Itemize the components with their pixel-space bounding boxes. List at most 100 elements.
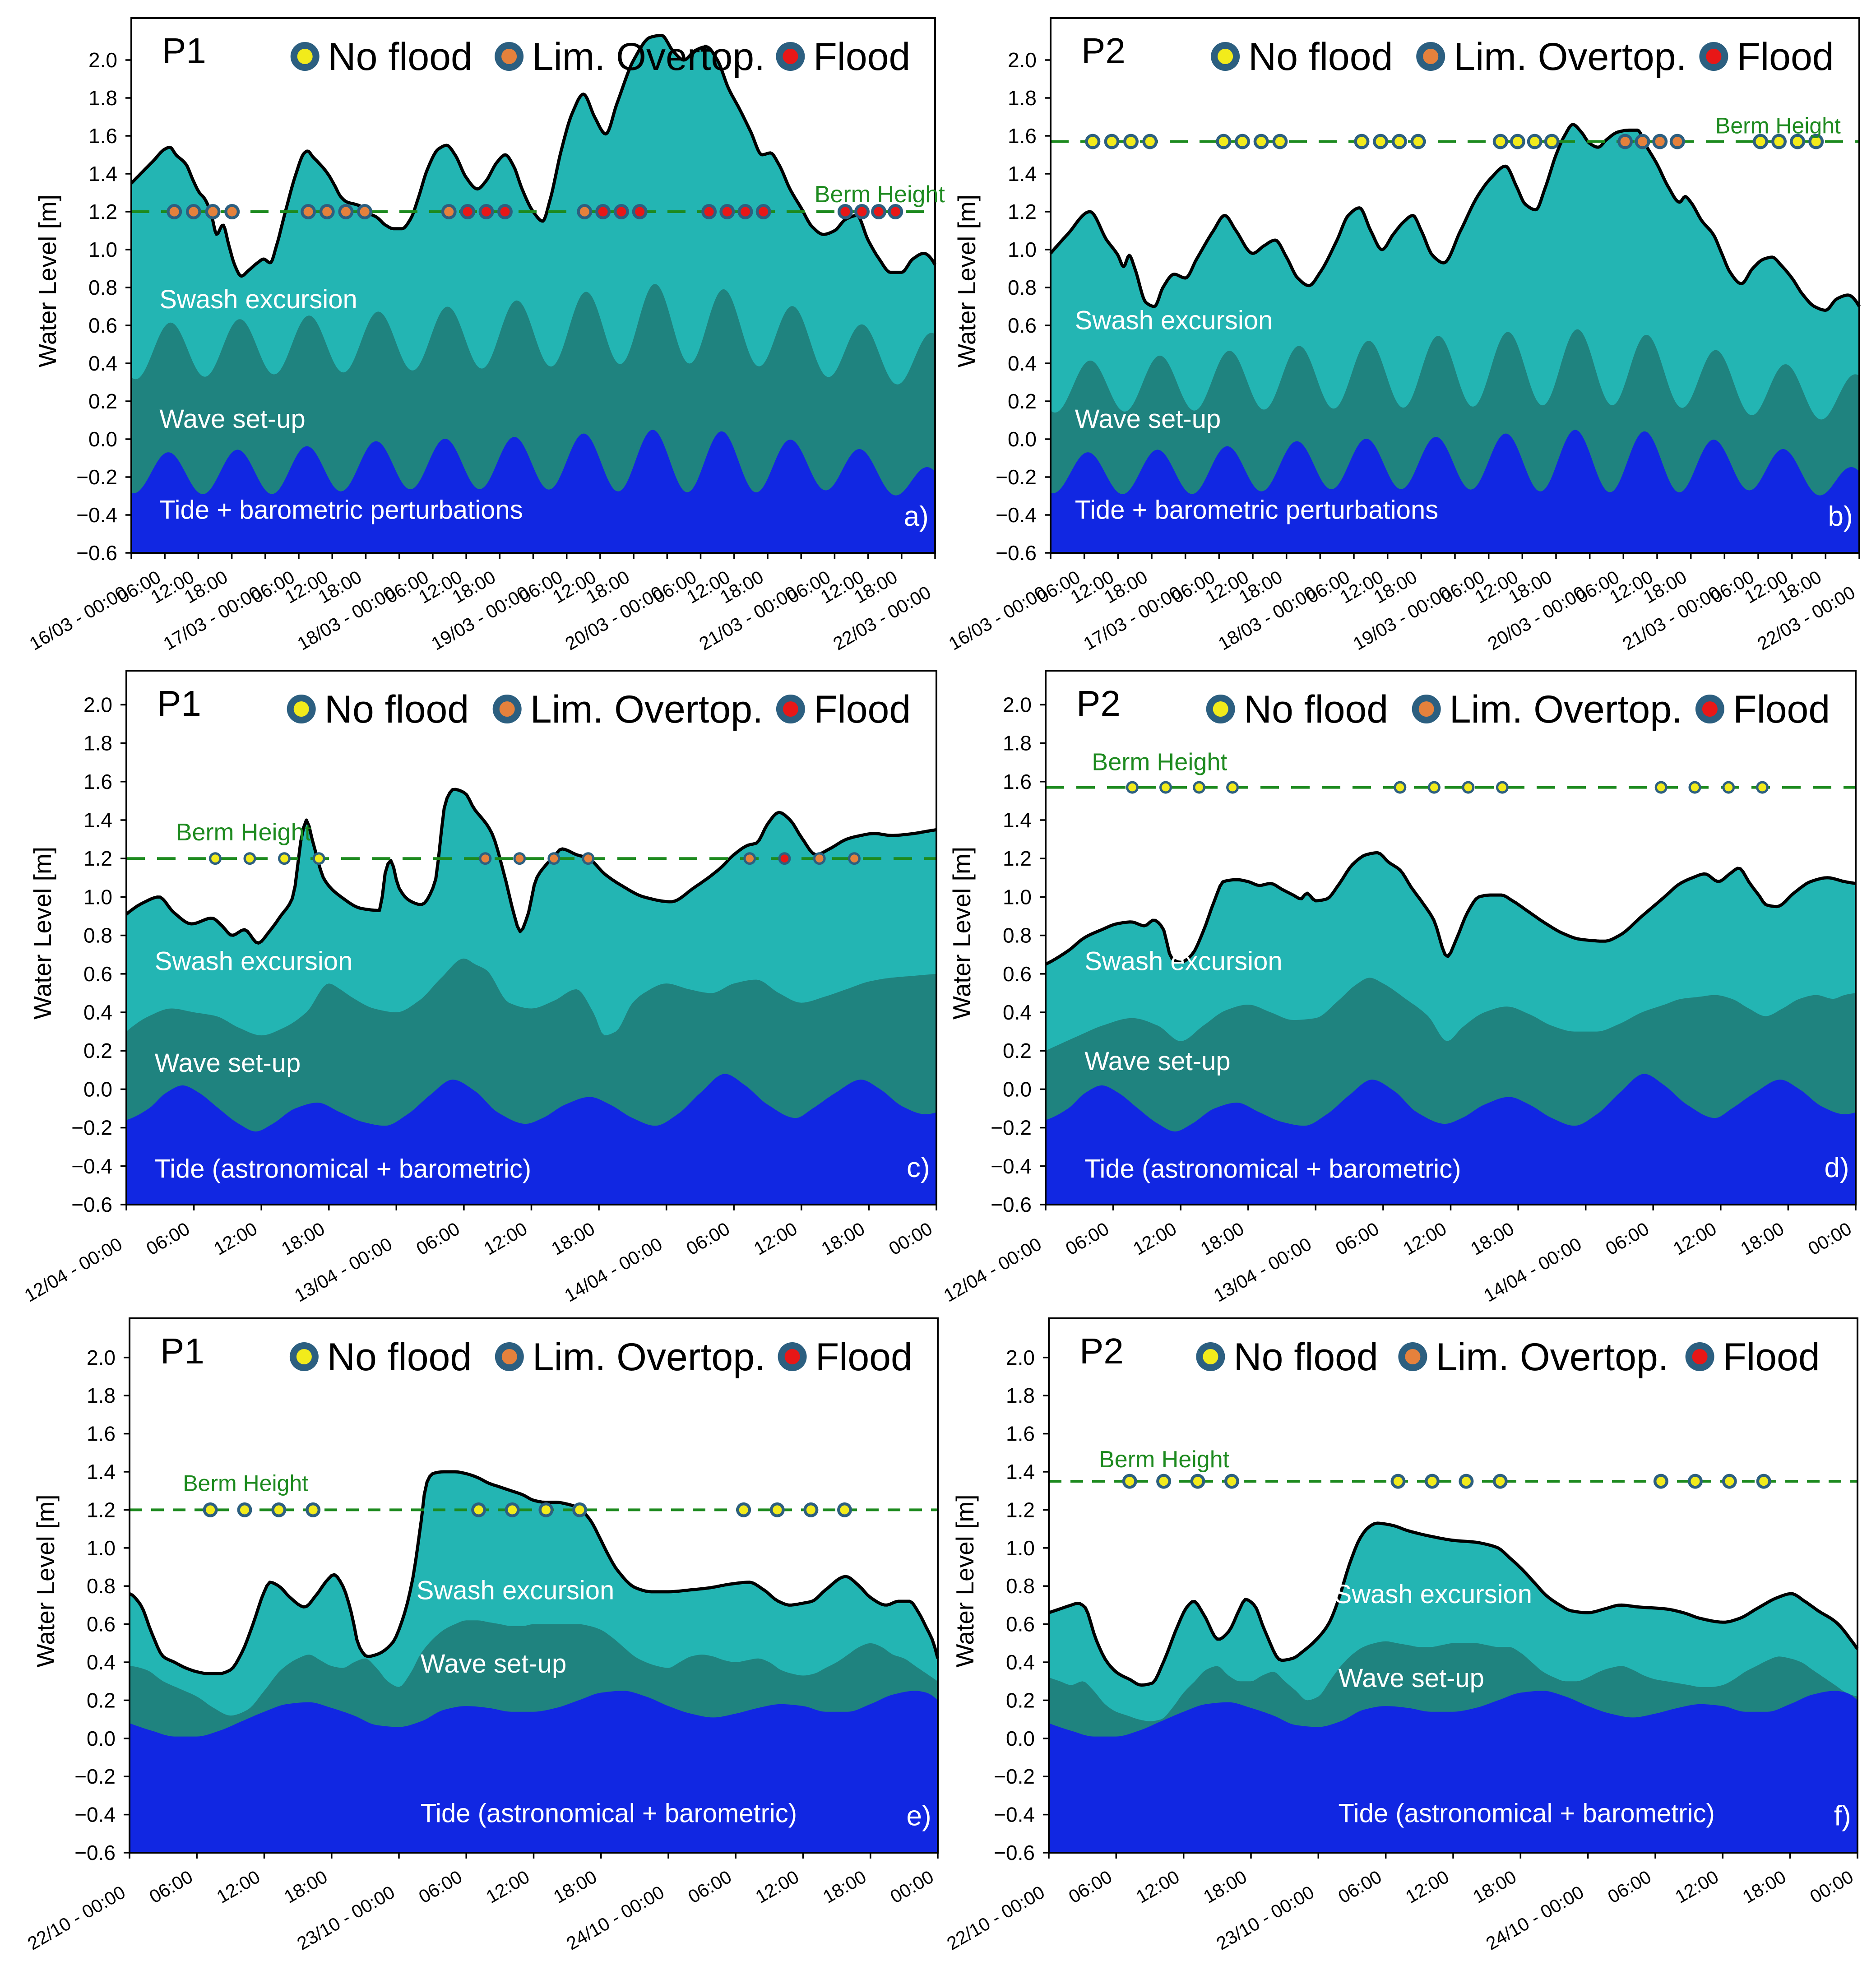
svg-text:Berm Height: Berm Height	[183, 1470, 308, 1496]
svg-text:2.0: 2.0	[1006, 1346, 1035, 1369]
svg-text:1.4: 1.4	[83, 808, 112, 832]
svg-text:No flood: No flood	[328, 35, 472, 79]
svg-text:1.8: 1.8	[87, 1384, 116, 1407]
svg-text:0.6: 0.6	[1006, 1613, 1035, 1636]
svg-text:Wave set-up: Wave set-up	[155, 1048, 301, 1078]
svg-text:Tide + barometric perturbation: Tide + barometric perturbations	[1075, 495, 1438, 524]
svg-text:Wave set-up: Wave set-up	[1075, 404, 1221, 434]
svg-text:Flood: Flood	[1737, 35, 1834, 79]
svg-text:d): d)	[1824, 1152, 1849, 1183]
svg-text:Water Level [m]: Water Level [m]	[953, 195, 981, 367]
svg-text:1.8: 1.8	[1006, 1384, 1035, 1407]
svg-text:2.0: 2.0	[1008, 48, 1037, 72]
svg-text:1.0: 1.0	[83, 885, 112, 909]
svg-text:−0.6: −0.6	[994, 1841, 1035, 1864]
svg-text:No flood: No flood	[1244, 688, 1388, 731]
svg-text:0.8: 0.8	[1003, 924, 1032, 947]
svg-text:Wave set-up: Wave set-up	[159, 404, 305, 434]
svg-text:2.0: 2.0	[83, 693, 112, 716]
svg-text:0.8: 0.8	[83, 924, 112, 947]
svg-text:Berm Height: Berm Height	[815, 181, 945, 208]
svg-text:Tide (astronomical + barometri: Tide (astronomical + barometric)	[1084, 1154, 1461, 1183]
svg-text:Tide (astronomical + barometri: Tide (astronomical + barometric)	[155, 1154, 531, 1183]
svg-text:−0.2: −0.2	[994, 1765, 1035, 1788]
svg-text:0.0: 0.0	[1008, 427, 1037, 451]
svg-text:Lim. Overtop.: Lim. Overtop.	[533, 1335, 765, 1379]
svg-text:0.0: 0.0	[87, 1727, 116, 1750]
svg-text:0.8: 0.8	[1006, 1574, 1035, 1598]
svg-text:−0.2: −0.2	[71, 1116, 112, 1140]
svg-text:1.2: 1.2	[83, 847, 112, 870]
svg-text:No flood: No flood	[1234, 1335, 1378, 1379]
svg-text:Berm Height: Berm Height	[176, 819, 311, 846]
svg-text:Wave set-up: Wave set-up	[1084, 1047, 1230, 1076]
svg-text:Wave set-up: Wave set-up	[421, 1649, 566, 1678]
svg-text:−0.4: −0.4	[76, 503, 117, 527]
svg-text:Water Level [m]: Water Level [m]	[948, 847, 976, 1020]
svg-text:1.2: 1.2	[1008, 200, 1037, 223]
svg-text:Tide (astronomical + barometri: Tide (astronomical + barometric)	[1339, 1799, 1715, 1828]
svg-text:1.2: 1.2	[1006, 1498, 1035, 1521]
svg-text:0.6: 0.6	[83, 962, 112, 986]
svg-text:1.6: 1.6	[1006, 1422, 1035, 1446]
svg-text:P2: P2	[1081, 31, 1126, 71]
svg-text:Lim. Overtop.: Lim. Overtop.	[530, 688, 763, 731]
svg-text:1.4: 1.4	[1006, 1460, 1035, 1483]
svg-text:−0.4: −0.4	[996, 503, 1037, 527]
svg-text:Flood: Flood	[814, 688, 911, 731]
svg-text:1.8: 1.8	[88, 86, 117, 110]
svg-text:1.0: 1.0	[88, 238, 117, 261]
svg-text:Lim. Overtop.: Lim. Overtop.	[532, 35, 765, 79]
svg-text:−0.6: −0.6	[991, 1193, 1032, 1216]
svg-text:0.2: 0.2	[1003, 1039, 1032, 1062]
svg-text:1.0: 1.0	[87, 1536, 116, 1560]
svg-text:Berm Height: Berm Height	[1099, 1446, 1230, 1473]
svg-text:0.8: 0.8	[88, 276, 117, 299]
svg-text:−0.4: −0.4	[994, 1803, 1035, 1827]
svg-text:−0.2: −0.2	[76, 465, 117, 489]
svg-text:0.4: 0.4	[87, 1650, 116, 1674]
svg-text:1.6: 1.6	[1008, 124, 1037, 148]
svg-text:0.0: 0.0	[83, 1077, 112, 1101]
svg-text:1.4: 1.4	[87, 1460, 116, 1483]
svg-text:1.0: 1.0	[1008, 238, 1037, 261]
svg-text:Berm Height: Berm Height	[1715, 113, 1841, 139]
svg-text:e): e)	[907, 1801, 931, 1832]
svg-text:0.2: 0.2	[87, 1688, 116, 1712]
svg-text:Flood: Flood	[1723, 1335, 1820, 1379]
svg-text:0.6: 0.6	[87, 1613, 116, 1636]
svg-text:0.6: 0.6	[1003, 962, 1032, 986]
svg-text:1.6: 1.6	[83, 770, 112, 793]
svg-text:1.2: 1.2	[88, 200, 117, 223]
svg-text:Water Level [m]: Water Level [m]	[33, 195, 61, 367]
svg-text:Berm Height: Berm Height	[1092, 749, 1227, 776]
svg-text:Water Level [m]: Water Level [m]	[951, 1494, 979, 1667]
svg-text:0.0: 0.0	[1003, 1077, 1032, 1101]
svg-text:Water Level [m]: Water Level [m]	[32, 1494, 60, 1667]
svg-text:c): c)	[907, 1152, 930, 1183]
svg-text:0.2: 0.2	[1006, 1688, 1035, 1712]
svg-text:0.4: 0.4	[83, 1001, 112, 1024]
svg-text:1.8: 1.8	[1008, 86, 1037, 110]
svg-text:0.0: 0.0	[1006, 1727, 1035, 1750]
svg-text:Flood: Flood	[815, 1335, 913, 1379]
svg-text:Swash excursion: Swash excursion	[1075, 306, 1273, 335]
svg-text:−0.4: −0.4	[71, 1154, 112, 1178]
svg-text:1.0: 1.0	[1003, 885, 1032, 909]
svg-text:−0.6: −0.6	[996, 541, 1037, 565]
svg-text:P1: P1	[160, 1331, 204, 1371]
svg-text:−0.6: −0.6	[74, 1841, 116, 1864]
svg-text:Flood: Flood	[1733, 688, 1830, 731]
svg-text:1.4: 1.4	[1003, 808, 1032, 832]
svg-text:1.2: 1.2	[87, 1498, 116, 1521]
svg-text:0.8: 0.8	[1008, 276, 1037, 299]
svg-text:0.4: 0.4	[1003, 1001, 1032, 1024]
svg-text:2.0: 2.0	[87, 1346, 116, 1369]
svg-text:−0.4: −0.4	[74, 1803, 116, 1827]
svg-text:Tide (astronomical + barometri: Tide (astronomical + barometric)	[421, 1799, 797, 1828]
svg-text:0.6: 0.6	[88, 314, 117, 337]
svg-text:1.6: 1.6	[88, 124, 117, 148]
svg-text:a): a)	[904, 501, 929, 532]
svg-text:1.0: 1.0	[1006, 1536, 1035, 1560]
svg-text:P2: P2	[1079, 1331, 1124, 1371]
